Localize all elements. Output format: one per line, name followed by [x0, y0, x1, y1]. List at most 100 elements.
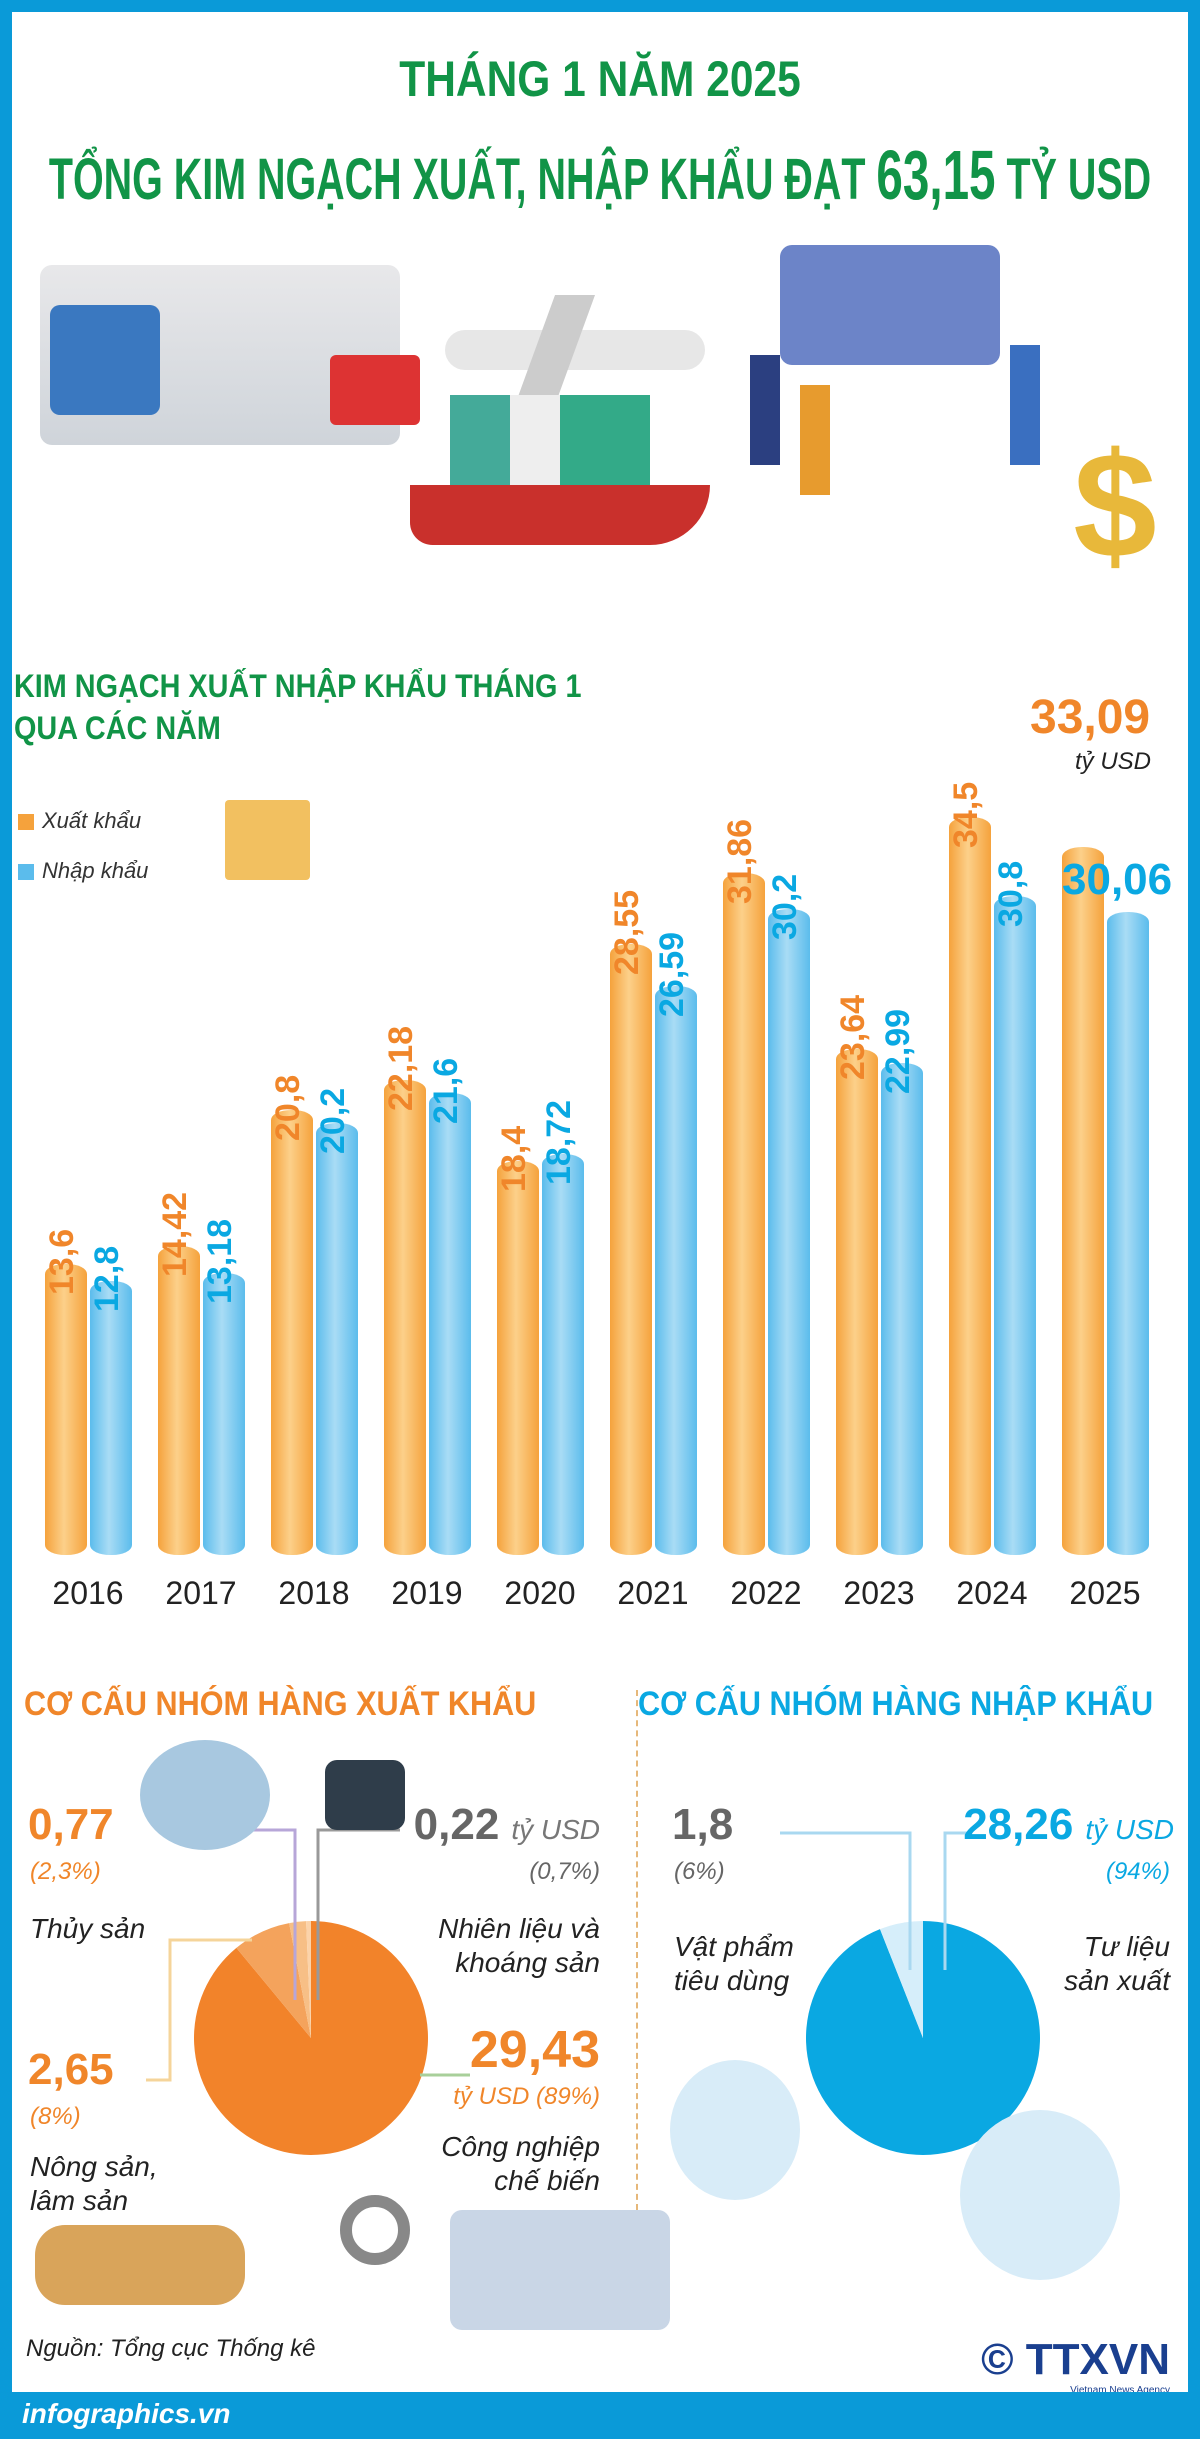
legend-swatch-import — [18, 864, 34, 880]
nhien-lieu-value-row: 0,22 tỷ USD — [414, 1800, 600, 1850]
tu-lieu-pct: (94%) — [1105, 1858, 1170, 1885]
title-total: 63,15 — [876, 136, 996, 214]
import-bar-2024 — [994, 895, 1036, 1555]
export-bar-2024 — [949, 816, 991, 1555]
import-bar-2025 — [1107, 911, 1149, 1555]
pie-slice — [236, 1923, 311, 2038]
export-bar-2022 — [723, 873, 765, 1555]
import-pie — [805, 1921, 1040, 2155]
logo-text: TTXVN — [1025, 2335, 1170, 2384]
tu-lieu-label: Tư liệu sản xuất — [1064, 1930, 1170, 1998]
chart-title-line1: KIM NGẠCH XUẤT NHẬP KHẨU THÁNG 1 — [14, 668, 582, 704]
export-bar-2025 — [1062, 846, 1104, 1555]
export-bar-2018 — [271, 1109, 313, 1555]
leader-vat-pham — [780, 1831, 912, 1970]
export-bar-2017 — [158, 1246, 200, 1555]
year-label-2023: 2023 — [843, 1575, 915, 1611]
nhien-lieu-label-1: Nhiên liệu và — [438, 1913, 600, 1944]
pie-slice — [880, 1921, 923, 2038]
year-label-2022: 2022 — [730, 1575, 802, 1611]
factory-icon — [450, 2210, 670, 2330]
cong-nghiep-label: Công nghiệp chế biến — [441, 2130, 600, 2198]
legend-label-import: Nhập khẩu — [42, 858, 149, 883]
cong-nghiep-label-2: chế biến — [494, 2165, 600, 2196]
year-label-2025: 2025 — [1069, 1575, 1141, 1611]
box-icon — [225, 800, 310, 880]
cong-nghiep-pct: tỷ USD (89%) — [453, 2083, 600, 2110]
pie-slice — [805, 1921, 1040, 2155]
import-bar-2020 — [542, 1154, 584, 1555]
nhien-lieu-label-2: khoáng sản — [455, 1947, 600, 1978]
import-bar-2018 — [316, 1122, 358, 1555]
thuy-san-value: 0,77 — [28, 1800, 114, 1849]
nong-san-value: 2,65 — [28, 2045, 114, 2094]
vat-pham-label-2: tiêu dùng — [674, 1965, 790, 1996]
nong-san-label: Nông sản, lâm sản — [30, 2150, 158, 2218]
year-label-2016: 2016 — [52, 1575, 124, 1611]
nhien-lieu-label: Nhiên liệu và khoáng sản — [438, 1912, 600, 1980]
import-bar-2017 — [203, 1272, 245, 1555]
pie-slice — [306, 1921, 311, 2038]
coal-cart-icon — [325, 1760, 405, 1830]
year-label-2021: 2021 — [617, 1575, 689, 1611]
leader-tu-lieu — [943, 1831, 970, 1970]
nhien-lieu-pct: (0,7%) — [529, 1858, 600, 1885]
vat-pham-label-1: Vật phẩm — [674, 1931, 794, 1962]
export-pie — [193, 1921, 428, 2156]
export-bar-2021 — [610, 944, 652, 1555]
leader-thuy-san — [250, 1828, 297, 2000]
cong-nghiep-label-1: Công nghiệp — [441, 2131, 600, 2162]
nong-san-label-1: Nông sản, — [30, 2151, 158, 2182]
truck-illustration — [40, 265, 420, 445]
title-line2: TỔNG KIM NGẠCH XUẤT, NHẬP KHẨU ĐẠT 63,15… — [49, 135, 1151, 215]
export-structure-title: CƠ CẤU NHÓM HÀNG XUẤT KHẨU — [24, 1685, 537, 1723]
thuy-san-label: Thủy sản — [30, 1913, 146, 1944]
dollar-icon: $ — [1073, 421, 1157, 589]
tu-lieu-label-1: Tư liệu — [1083, 1931, 1170, 1962]
section-divider — [636, 1690, 638, 2210]
import-value-label-2025: 30,06 — [1062, 855, 1173, 904]
title-line1: THÁNG 1 NĂM 2025 — [399, 51, 801, 107]
tu-lieu-value: 28,26 — [963, 1800, 1074, 1849]
export-bar-2020 — [497, 1161, 539, 1555]
export-bar-2016 — [45, 1263, 87, 1555]
year-label-2017: 2017 — [165, 1575, 237, 1611]
agriculture-icon — [35, 2225, 245, 2305]
import-bar-2016 — [90, 1281, 132, 1555]
year-label-2019: 2019 — [391, 1575, 463, 1611]
import-structure-title: CƠ CẤU NHÓM HÀNG NHẬP KHẨU — [638, 1685, 1154, 1723]
airplane-illustration — [445, 290, 705, 410]
tu-lieu-value-row: 28,26 tỷ USD — [963, 1800, 1174, 1850]
footer-site[interactable]: infographics.vn — [22, 2398, 231, 2429]
export-bar-2019 — [384, 1080, 426, 1555]
chart-title: KIM NGẠCH XUẤT NHẬP KHẨU THÁNG 1 QUA CÁC … — [14, 665, 581, 749]
year-label-2024: 2024 — [956, 1575, 1028, 1611]
chart-title-line2: QUA CÁC NĂM — [14, 710, 221, 746]
legend-label-export: Xuất khẩu — [42, 808, 142, 833]
import-bar-2023 — [881, 1063, 923, 1555]
logo-subtitle: Vietnam News Agency — [1070, 2385, 1170, 2396]
leader-nhien-lieu — [316, 1828, 400, 2000]
legend-swatch-export — [18, 814, 34, 830]
copyright-symbol: © — [981, 2335, 1014, 2384]
textile-icon — [960, 2110, 1120, 2280]
seafood-icon — [140, 1740, 270, 1850]
import-bar-2021 — [655, 985, 697, 1555]
year-label-2018: 2018 — [278, 1575, 350, 1611]
gear-icon — [340, 2195, 410, 2265]
legend-import: Nhập khẩu — [18, 858, 148, 884]
cong-nghiep-value: 29,43 — [469, 2021, 600, 2079]
import-bar-2022 — [768, 908, 810, 1555]
export-bar-2023 — [836, 1049, 878, 1555]
nhien-lieu-unit: tỷ USD — [511, 1814, 600, 1845]
pie-slice — [193, 1921, 428, 2156]
source-note: Nguồn: Tổng cục Thống kê — [26, 2335, 316, 2362]
ttxvn-logo: © TTXVN Vietnam News Agency — [981, 2335, 1170, 2396]
title-prefix: TỔNG KIM NGẠCH XUẤT, NHẬP KHẨU ĐẠT — [48, 147, 866, 212]
tu-lieu-unit: tỷ USD — [1085, 1814, 1174, 1845]
unit-label-2025: tỷ USD — [1075, 748, 1152, 775]
nong-san-label-2: lâm sản — [30, 2185, 129, 2216]
cargo-ship-illustration — [410, 395, 710, 555]
vat-pham-value: 1,8 — [672, 1800, 734, 1849]
